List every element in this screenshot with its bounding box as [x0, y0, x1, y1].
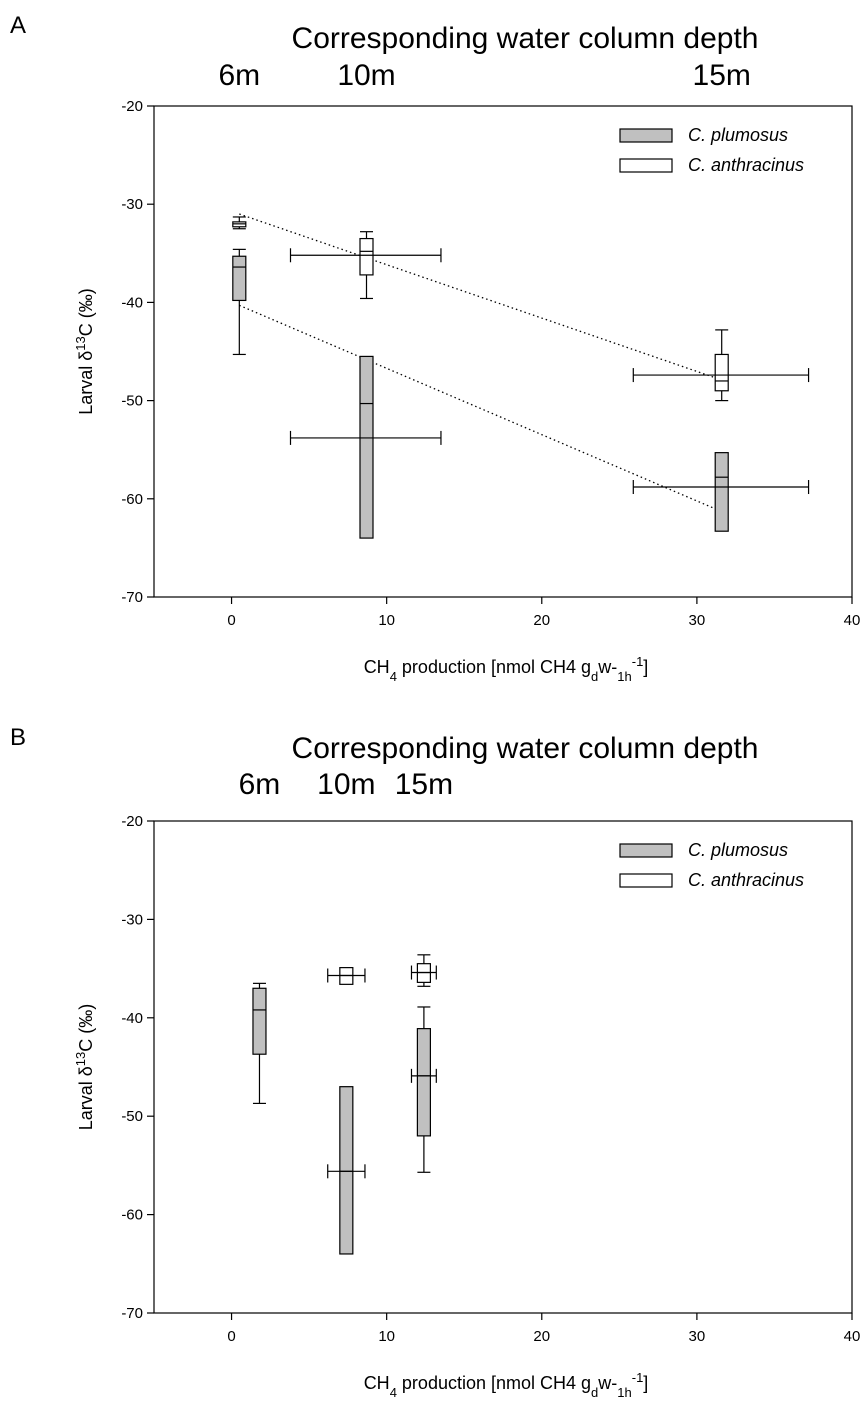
- box-c-anthracinus: [232, 216, 247, 230]
- box-c-plumosus: [632, 452, 810, 532]
- plot-frame: [153, 820, 853, 1314]
- box-c-anthracinus: [410, 954, 437, 987]
- box-c-plumosus: [410, 1006, 437, 1173]
- y-axis-label: Larval δ13C (‰): [73, 288, 97, 415]
- y-tick-label: -30: [121, 196, 143, 213]
- y-tick-label: -20: [121, 98, 143, 115]
- depth-label: 6m: [218, 59, 260, 92]
- depth-label: 15m: [395, 768, 453, 801]
- y-tick-label: -30: [121, 911, 143, 928]
- x-tick-label: 40: [844, 612, 861, 629]
- x-tick-label: 20: [533, 612, 550, 629]
- x-tick-label: 10: [378, 1328, 395, 1345]
- legend-label: C. plumosus: [688, 840, 788, 860]
- y-tick-label: -60: [121, 1207, 143, 1224]
- panel-label: B: [10, 724, 26, 751]
- x-tick-label: 40: [844, 1328, 861, 1345]
- box-c-anthracinus: [327, 967, 366, 985]
- y-tick-label: -40: [121, 294, 143, 311]
- box-body: [252, 987, 267, 1055]
- x-tick-label: 30: [689, 612, 706, 629]
- legend-label: C. plumosus: [688, 125, 788, 145]
- x-tick-label: 0: [227, 1328, 235, 1345]
- box-c-plumosus: [232, 248, 247, 356]
- y-tick-label: -40: [121, 1010, 143, 1027]
- box-c-anthracinus: [289, 231, 442, 300]
- depth-label: 6m: [239, 768, 281, 801]
- box-c-plumosus: [289, 355, 442, 539]
- panel-label: A: [10, 12, 26, 39]
- top-title: Corresponding water column depth: [292, 732, 759, 765]
- y-axis-label: Larval δ13C (‰): [73, 1004, 97, 1131]
- x-tick-label: 30: [689, 1328, 706, 1345]
- box-c-anthracinus: [632, 329, 810, 402]
- x-tick-label: 0: [227, 612, 235, 629]
- legend-swatch: [619, 158, 673, 173]
- y-tick-label: -50: [121, 1108, 143, 1125]
- y-tick-label: -50: [121, 393, 143, 410]
- legend-label: C. anthracinus: [688, 870, 804, 890]
- box-c-plumosus: [327, 1086, 366, 1255]
- top-title: Corresponding water column depth: [292, 22, 759, 55]
- x-axis-label: CH4 production [nmol CH4 gdw-1h-1]: [364, 654, 649, 684]
- y-tick-label: -70: [121, 1305, 143, 1322]
- trendline: [239, 213, 722, 381]
- legend-swatch: [619, 843, 673, 858]
- x-tick-label: 10: [378, 612, 395, 629]
- depth-label: 10m: [317, 768, 375, 801]
- box-body: [359, 355, 374, 539]
- trendline: [239, 304, 722, 513]
- box-body: [359, 237, 374, 276]
- box-body: [232, 255, 247, 302]
- depth-label: 15m: [693, 59, 751, 92]
- box-body: [416, 1028, 431, 1137]
- x-tick-label: 20: [533, 1328, 550, 1345]
- y-tick-label: -60: [121, 491, 143, 508]
- chart-panel-b: B Corresponding water column depth 6m 10m 15…: [10, 724, 860, 1400]
- depth-label: 10m: [337, 59, 395, 92]
- box-body: [714, 353, 729, 392]
- box-body: [339, 1086, 354, 1255]
- y-tick-label: -70: [121, 589, 143, 606]
- plot-frame: [153, 105, 853, 598]
- y-tick-label: -20: [121, 813, 143, 830]
- legend-swatch: [619, 128, 673, 143]
- legend-label: C. anthracinus: [688, 155, 804, 175]
- x-axis-label: CH4 production [nmol CH4 gdw-1h-1]: [364, 1370, 649, 1400]
- legend-swatch: [619, 873, 673, 888]
- box-c-plumosus: [252, 982, 267, 1105]
- box-body: [714, 452, 729, 532]
- chart-panel-a: A Corresponding water column depth 6m 10m 15…: [10, 12, 860, 684]
